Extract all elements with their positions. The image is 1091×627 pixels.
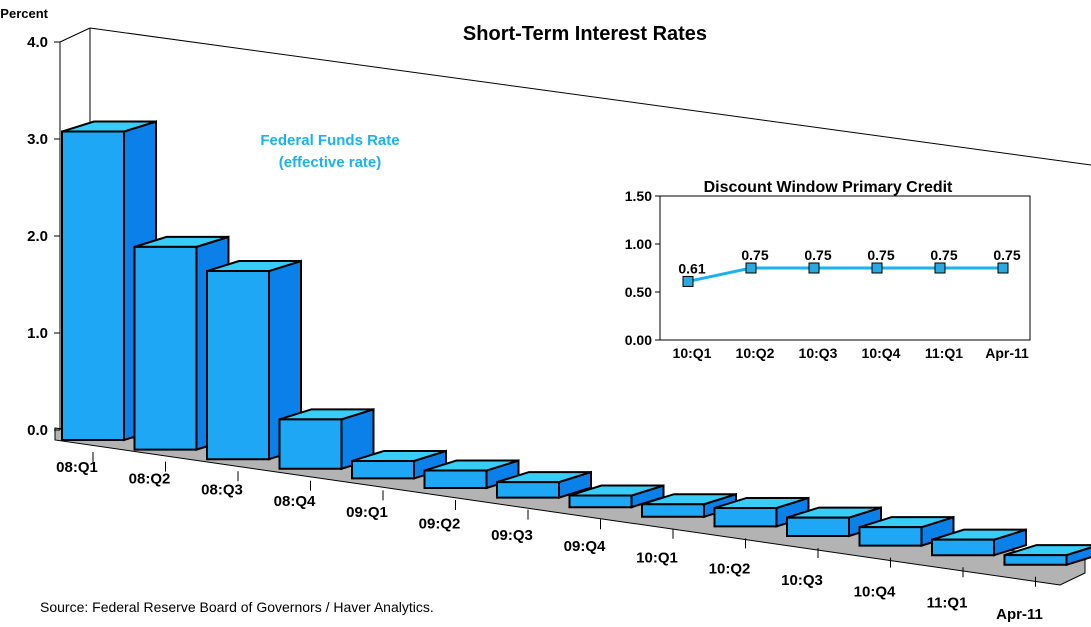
- x-tick-label: 09:Q2: [419, 516, 461, 533]
- bar-face: [206, 270, 270, 461]
- marker: [871, 262, 883, 274]
- bar-face: [568, 494, 633, 509]
- marker: [934, 262, 946, 274]
- annotation: (effective rate): [279, 154, 382, 171]
- y-tick-label: 2.0: [27, 228, 48, 245]
- x-tick-label: 08:Q2: [129, 470, 171, 487]
- y-tick-label: 1.50: [625, 188, 652, 204]
- x-tick-label: 10:Q3: [799, 345, 838, 361]
- bar: [423, 459, 520, 490]
- x-tick-label: 11:Q1: [925, 345, 963, 361]
- bar: [786, 506, 882, 538]
- x-tick-label: Apr-11: [996, 606, 1043, 623]
- inset-title: Discount Window Primary Credit: [704, 179, 953, 196]
- bar: [496, 470, 592, 499]
- bar-face: [61, 130, 125, 441]
- bar-face: [423, 469, 488, 489]
- y-tick-label: 3.0: [27, 131, 48, 148]
- y-tick-label: 1.0: [27, 325, 48, 342]
- x-tick-label: 09:Q1: [346, 504, 388, 521]
- x-tick-label: 10:Q4: [854, 583, 896, 600]
- x-tick-label: 10:Q2: [736, 345, 775, 361]
- bar-face: [496, 481, 560, 499]
- source-note: Source: Federal Reserve Board of Governo…: [40, 599, 434, 615]
- data-label: 0.75: [993, 247, 1020, 263]
- y-tick-label: 0.00: [625, 332, 652, 348]
- y-tick-label: 4.0: [27, 34, 48, 51]
- bar: [931, 528, 1027, 557]
- bar-face: [641, 503, 705, 518]
- wall-top: [89, 27, 1091, 166]
- data-label: 0.75: [804, 247, 831, 263]
- bar-face: [1003, 554, 1068, 566]
- bar-face: [713, 506, 778, 528]
- x-tick-label: 09:Q3: [491, 527, 533, 544]
- y-tick-label: 0.50: [625, 284, 652, 300]
- y-tick-label: 0.0: [27, 422, 48, 439]
- wall-edge: [59, 27, 91, 43]
- x-tick-label: 10:Q2: [709, 561, 751, 578]
- bar-face: [278, 418, 343, 470]
- x-tick-label: Apr-11: [985, 345, 1029, 361]
- marker: [808, 262, 820, 274]
- bar: [641, 492, 737, 519]
- line: [687, 266, 1003, 283]
- bar: [858, 515, 955, 547]
- data-label: 0.75: [867, 247, 894, 263]
- y-tick-label: 1.00: [625, 236, 652, 252]
- y-axis-label: Percent: [0, 6, 48, 21]
- x-tick-label: 08:Q4: [274, 493, 316, 510]
- data-label: 0.75: [741, 247, 768, 263]
- bar: [278, 407, 375, 471]
- x-tick-label: 10:Q4: [862, 345, 901, 361]
- x-tick-label: 10:Q1: [636, 549, 678, 566]
- x-tick-label: 08:Q3: [201, 482, 243, 499]
- bar: [1003, 544, 1091, 567]
- marker: [997, 262, 1009, 274]
- data-label: 0.75: [930, 247, 957, 263]
- bar-face: [858, 526, 923, 547]
- bar: [351, 449, 447, 480]
- bar-face: [351, 459, 415, 480]
- x-tick-label: 08:Q1: [56, 459, 98, 476]
- bar-face: [133, 245, 198, 451]
- bar-face: [786, 516, 850, 537]
- bar: [206, 259, 302, 461]
- x-tick-label: 09:Q4: [564, 538, 606, 555]
- marker: [745, 262, 757, 274]
- x-tick-label: 11:Q1: [927, 595, 968, 612]
- data-label: 0.61: [678, 260, 705, 276]
- x-tick-label: 10:Q3: [781, 572, 823, 589]
- bar: [713, 496, 810, 528]
- x-tick-label: 10:Q1: [673, 345, 712, 361]
- marker: [682, 275, 694, 287]
- chart-title: Short-Term Interest Rates: [463, 23, 707, 45]
- bar-face: [931, 538, 995, 557]
- annotation: Federal Funds Rate: [260, 132, 399, 149]
